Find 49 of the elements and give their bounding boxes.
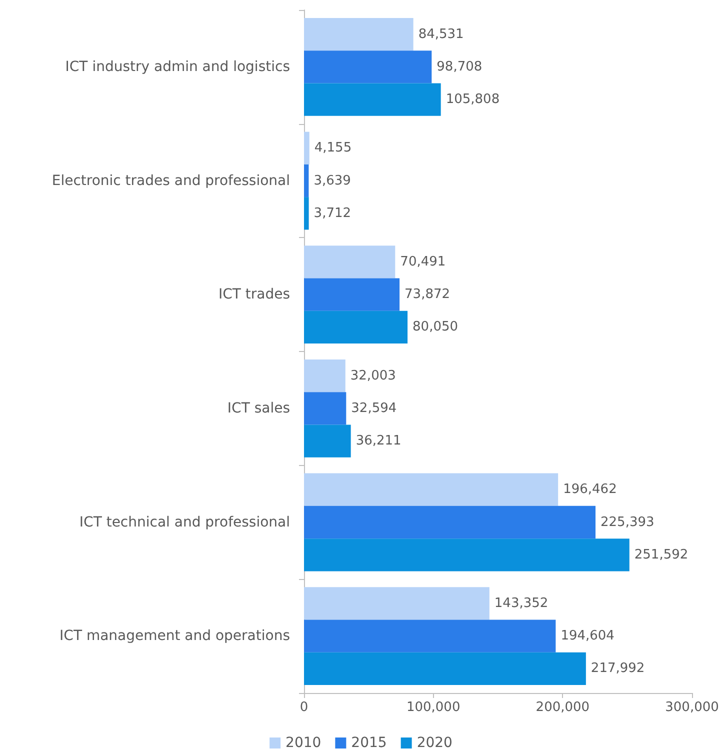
data-label: 225,393: [600, 514, 654, 530]
data-label: 73,872: [404, 287, 450, 302]
bar: [304, 359, 346, 392]
y-tick-label: ICT sales: [227, 400, 290, 416]
y-tick-label: ICT management and operations: [60, 628, 290, 644]
bar: [304, 132, 310, 164]
data-label: 3,639: [314, 173, 351, 188]
x-tick-label: 100,000: [406, 700, 460, 715]
legend-label: 2010: [286, 735, 322, 751]
bar: [304, 392, 346, 425]
data-label: 84,531: [418, 26, 464, 42]
x-tick-label: 300,000: [665, 700, 719, 715]
bar: [304, 278, 400, 311]
bar: [304, 164, 309, 198]
data-label: 36,211: [356, 434, 402, 449]
bar: [304, 197, 309, 230]
data-label: 105,808: [446, 92, 500, 108]
bar: [304, 83, 441, 116]
bar: [304, 246, 396, 278]
data-label: 98,708: [436, 59, 482, 74]
bar: [304, 587, 490, 620]
y-tick-label: ICT trades: [218, 286, 290, 303]
bar: [304, 506, 596, 539]
bar: [304, 310, 408, 344]
bar: [304, 50, 432, 84]
data-label: 196,462: [563, 482, 617, 498]
y-tick-label: Electronic trades and professional: [52, 172, 290, 189]
data-label: 194,604: [560, 628, 614, 644]
bar: [304, 652, 586, 686]
y-tick-label: ICT industry admin and logistics: [65, 58, 290, 75]
data-label: 32,003: [350, 368, 396, 384]
x-tick-label: 200,000: [536, 700, 590, 715]
data-label: 217,992: [590, 661, 645, 676]
bar: [304, 473, 558, 506]
legend-label: 2015: [351, 735, 387, 751]
data-label: 80,050: [412, 320, 458, 335]
y-tick-label: ICT technical and professional: [79, 514, 290, 530]
bar: [304, 620, 556, 652]
x-tick-label: 0: [300, 700, 308, 715]
legend-label: 2020: [416, 735, 452, 751]
bar: [304, 538, 630, 572]
data-label: 70,491: [400, 254, 446, 270]
data-label: 143,352: [494, 596, 548, 611]
bar: [304, 18, 414, 51]
data-label: 32,594: [351, 400, 397, 416]
bar: [304, 424, 351, 458]
data-label: 251,592: [634, 547, 688, 562]
data-label: 4,155: [314, 140, 352, 156]
data-label: 3,712: [314, 206, 352, 221]
